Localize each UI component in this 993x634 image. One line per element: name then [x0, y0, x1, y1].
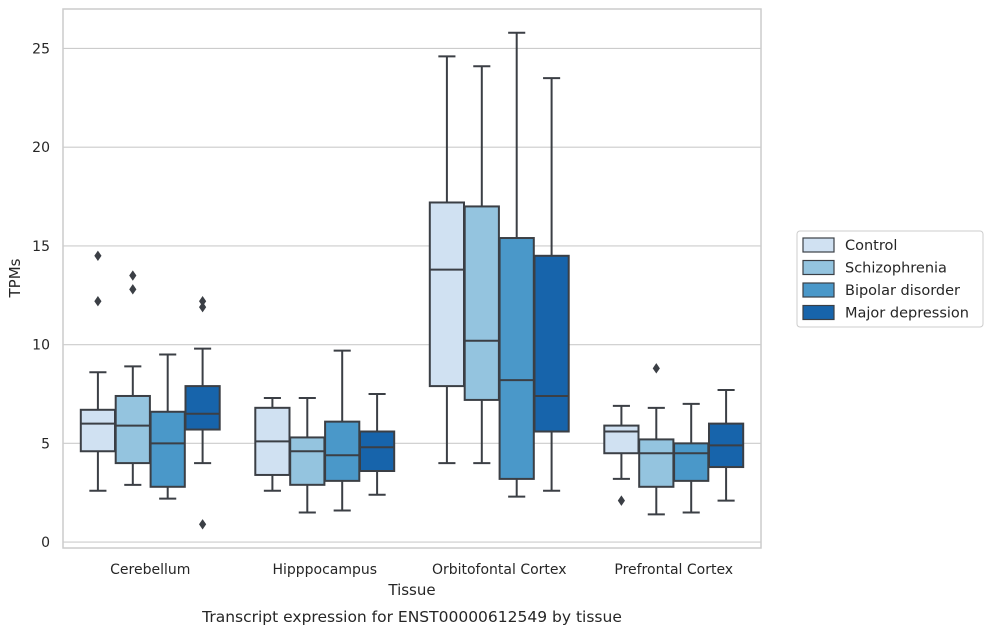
x-tick-label: Orbitofontal Cortex: [432, 562, 567, 578]
outlier-point: [94, 296, 102, 307]
box-body: [324, 420, 361, 482]
outlier-point: [129, 270, 137, 281]
box-body: [428, 201, 466, 388]
x-axis-title: Tissue: [387, 581, 435, 599]
chart-caption: Transcript expression for ENST0000061254…: [201, 608, 622, 626]
outlier-point: [129, 284, 137, 295]
box-schizophrenia: [114, 270, 151, 486]
y-tick-label: 15: [32, 239, 50, 255]
y-tick-label: 0: [41, 535, 50, 551]
y-tick-label: 25: [32, 41, 50, 57]
box-bipolar-disorder: [673, 402, 710, 514]
x-tick-label: Hipppocampus: [272, 562, 377, 578]
box-control: [428, 55, 466, 465]
x-tick-label: Cerebellum: [110, 562, 190, 578]
boxes: [79, 31, 745, 530]
box-body: [184, 385, 221, 431]
outlier-point: [94, 250, 102, 261]
box-body: [149, 410, 186, 488]
box-body: [603, 424, 640, 455]
y-tick-labels: 0 5 10 15 20 25: [32, 41, 50, 551]
outlier-point: [199, 296, 207, 307]
box-body: [498, 237, 535, 480]
y-tick-label: 20: [32, 140, 50, 156]
plot-frame: [62, 8, 762, 549]
legend: Control Schizophrenia Bipolar disorder Majo…: [796, 230, 984, 328]
legend-label: Major depression: [845, 306, 969, 322]
box-bipolar-disorder: [149, 353, 186, 500]
y-tick-label: 5: [41, 436, 50, 452]
box-body: [533, 254, 570, 433]
x-tick-label: Prefrontal Cortex: [614, 562, 733, 578]
legend-frame: [796, 230, 984, 328]
box-major-depression: [707, 389, 745, 502]
box-major-depression: [533, 77, 570, 492]
box-body: [114, 394, 151, 465]
outlier-point: [199, 301, 207, 313]
box-body: [289, 436, 326, 486]
x-tick-labels: Cerebellum Hipppocampus Orbitofontal Corte…: [110, 562, 733, 578]
box-body: [358, 430, 396, 472]
outlier-point: [617, 495, 625, 506]
outlier-point: [652, 363, 660, 374]
box-body: [79, 408, 117, 453]
box-control: [79, 250, 117, 492]
box-schizophrenia: [638, 363, 675, 516]
box-control: [603, 404, 640, 506]
y-axis-title: TPMs: [6, 258, 24, 298]
box-bipolar-disorder: [324, 349, 361, 512]
outlier-point: [199, 519, 207, 530]
box-body: [463, 205, 500, 401]
legend-label: Control: [845, 238, 897, 254]
legend-label: Bipolar disorder: [845, 283, 960, 299]
box-schizophrenia: [289, 396, 326, 514]
box-major-depression: [358, 393, 396, 496]
legend-label: Schizophrenia: [845, 261, 947, 277]
box-control: [254, 396, 291, 492]
legend-swatch: [802, 259, 835, 276]
box-body: [673, 442, 710, 482]
box-bipolar-disorder: [498, 31, 535, 498]
box-body: [638, 438, 675, 488]
legend-swatch: [802, 282, 835, 298]
y-tick-label: 10: [32, 338, 50, 354]
box-major-depression: [184, 296, 221, 530]
box-schizophrenia: [463, 65, 500, 465]
legend-swatch: [802, 304, 835, 321]
legend-swatch: [802, 237, 835, 253]
